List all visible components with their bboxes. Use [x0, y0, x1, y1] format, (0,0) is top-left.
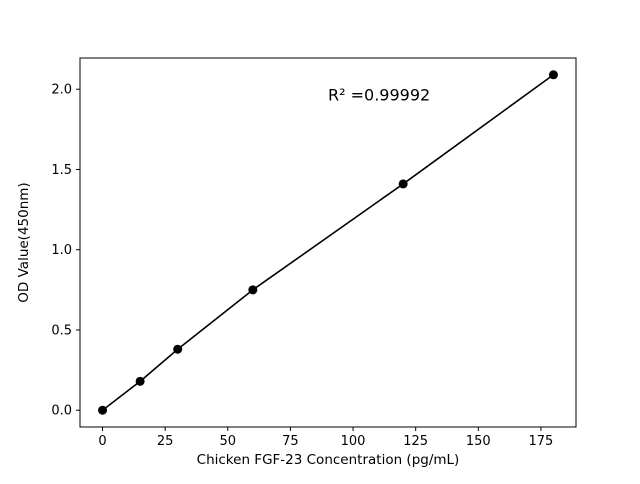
- r-squared-annotation: R² =0.99992: [328, 85, 430, 104]
- y-tick-label: 1.5: [51, 163, 72, 178]
- data-point: [398, 179, 408, 189]
- x-tick-label: 25: [157, 434, 174, 449]
- y-tick-label: 0.5: [51, 323, 72, 338]
- y-tick-label: 1.0: [51, 243, 72, 258]
- data-point: [98, 405, 108, 415]
- y-tick-label: 2.0: [51, 83, 72, 98]
- x-tick-label: 100: [341, 434, 366, 449]
- data-point: [248, 285, 258, 295]
- x-tick-label: 0: [98, 434, 106, 449]
- x-axis-label: Chicken FGF-23 Concentration (pg/mL): [197, 452, 460, 468]
- x-tick-label: 175: [529, 434, 554, 449]
- data-point: [173, 344, 183, 354]
- x-tick-label: 125: [403, 434, 428, 449]
- data-point: [135, 376, 145, 386]
- x-tick-label: 50: [220, 434, 237, 449]
- data-point: [548, 70, 558, 80]
- x-tick-label: 75: [282, 434, 299, 449]
- y-axis-label: OD Value(450nm): [16, 182, 32, 302]
- y-tick-label: 0.0: [51, 404, 72, 419]
- axes-spines: [79, 57, 577, 428]
- fit-line: [101, 73, 555, 412]
- x-tick-label: 150: [466, 434, 491, 449]
